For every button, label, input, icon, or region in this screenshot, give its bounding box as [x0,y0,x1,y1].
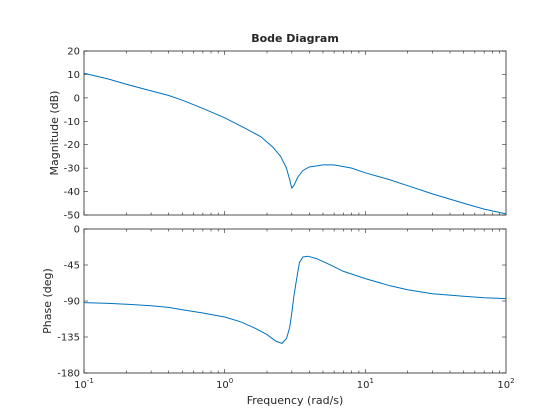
ytick-label: -30 [64,164,80,175]
ytick-label: -10 [64,117,80,128]
ytick-label: -135 [57,333,80,344]
magnitude-axes: -50 -40 -30 -20 -10 0 10 20 Magnitude (dB) [48,47,507,222]
ytick-label: -90 [64,297,80,308]
ytick-label: 0 [74,225,80,236]
xtick-label: 101 [357,377,374,391]
magnitude-ticks: -50 -40 -30 -20 -10 0 10 20 [64,47,506,222]
ytick-label: 20 [67,47,80,58]
magnitude-trace [83,72,507,215]
frequency-xlabel: Frequency (rad/s) [247,394,344,407]
xtick-label: 102 [497,377,514,391]
phase-trace [83,255,507,344]
xtick-label: 10-1 [74,377,94,391]
ytick-label: -180 [57,369,80,380]
magnitude-ylabel: Magnitude (dB) [48,91,61,176]
ytick-label: -50 [64,211,80,222]
phase-axes: -180 -135 -90 -45 0 Phase (deg) [41,225,507,380]
phase-ylabel: Phase (deg) [41,268,54,334]
phase-plot-area [83,228,507,374]
ytick-label: 0 [74,93,80,104]
ytick-label: -20 [64,140,80,151]
xtick-label: 100 [216,377,233,391]
ytick-label: 10 [67,70,80,81]
magnitude-plot-area [83,50,507,216]
chart-title: Bode Diagram [251,32,339,45]
phase-ticks: -180 -135 -90 -45 0 [57,225,506,380]
frequency-ticks: 10-1 100 101 102 [74,377,514,391]
ytick-label: -45 [64,261,80,272]
ytick-label: -40 [64,187,80,198]
